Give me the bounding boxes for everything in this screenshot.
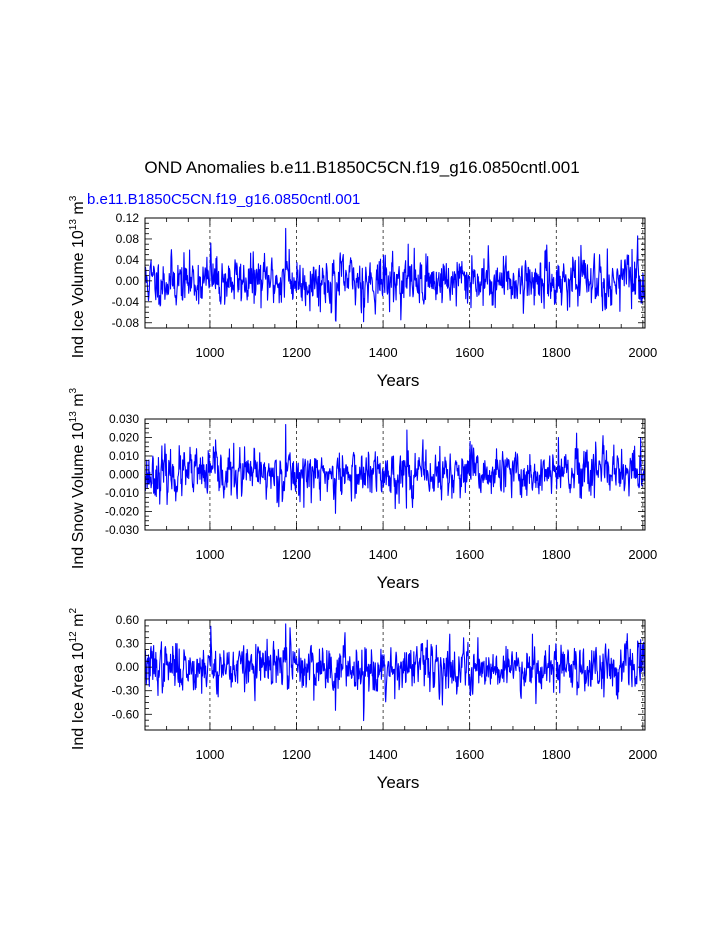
y-tick-label: -0.30	[112, 684, 140, 698]
plot-frame	[144, 217, 646, 329]
y-tick-label: 0.000	[109, 468, 139, 482]
x-tick-label: 1600	[455, 747, 484, 762]
y-tick-label: 0.04	[116, 253, 140, 267]
x-tick-label: 2000	[628, 547, 657, 562]
y-axis-label: Ind Ice Area 1012 m2	[68, 608, 87, 751]
x-tick-label: 1800	[542, 747, 571, 762]
y-axis-label: Ind Snow Volume 1013 m3	[68, 387, 87, 569]
y-tick-label: -0.04	[112, 295, 140, 309]
y-axis-label-unit-exponent: 3	[68, 195, 79, 201]
x-tick-label: 1000	[195, 747, 224, 762]
x-tick-label: 1800	[542, 547, 571, 562]
chart-panel-1: -0.08 -0.04 0.00 0.04 0.08 0.12 1000 1200 1400 16…	[68, 195, 657, 390]
y-axis-label-unit: m	[70, 393, 87, 411]
y-axis-label-main: Ind Ice Volume 10	[70, 230, 87, 358]
x-tick-label: 1600	[455, 345, 484, 360]
y-tick-label: 0.30	[116, 637, 140, 651]
legend-label: b.e11.B1850C5CN.f19_g16.0850cntl.001	[87, 191, 360, 208]
x-tick-label: 1800	[542, 345, 571, 360]
x-tick-label: 2000	[628, 747, 657, 762]
y-axis-label: Ind Ice Volume 1013 m3	[68, 195, 87, 358]
y-axis-label-unit-exponent: 3	[68, 387, 79, 393]
panels: -0.08 -0.04 0.00 0.04 0.08 0.12 1000 1200 1400 16…	[68, 195, 657, 792]
y-axis-label-unit-exponent: 2	[68, 608, 79, 614]
x-tick-label: 1200	[282, 345, 311, 360]
y-tick-label: -0.60	[112, 707, 140, 721]
series-line-1	[144, 623, 646, 722]
y-axis-label-exponent: 13	[68, 411, 79, 423]
y-tick-label: 0.020	[109, 431, 139, 445]
y-axis-label-main: Ind Snow Volume 10	[70, 422, 87, 569]
y-tick-label: -0.030	[105, 523, 139, 537]
series-line-1	[144, 423, 646, 514]
y-axis-label-unit: m	[70, 614, 87, 632]
chart-panel-3: -0.60 -0.30 0.00 0.30 0.60 1000 1200 1400 1600 18…	[68, 608, 657, 792]
y-tick-label: 0.00	[116, 660, 140, 674]
x-tick-label: 1600	[455, 547, 484, 562]
plot-frame	[144, 619, 646, 731]
x-tick-label: 1400	[369, 345, 398, 360]
y-axis-label-main: Ind Ice Area 10	[70, 642, 87, 750]
x-tick-label: 1000	[195, 547, 224, 562]
x-tick-label: 1400	[369, 747, 398, 762]
x-tick-label: 1400	[369, 547, 398, 562]
x-axis-label: Years	[377, 371, 420, 390]
figure-title: OND Anomalies b.e11.B1850C5CN.f19_g16.08…	[144, 158, 579, 177]
x-tick-label: 1000	[195, 345, 224, 360]
y-tick-label: -0.020	[105, 505, 139, 519]
y-axis-label-exponent: 12	[68, 631, 79, 643]
series-line-1	[144, 227, 646, 323]
y-axis-label-unit: m	[70, 201, 87, 219]
x-tick-label: 1200	[282, 547, 311, 562]
x-tick-label: 2000	[628, 345, 657, 360]
y-tick-label: -0.010	[105, 486, 139, 500]
y-axis-label-exponent: 13	[68, 219, 79, 231]
y-tick-label: 0.030	[109, 412, 139, 426]
y-tick-label: -0.08	[112, 316, 140, 330]
y-tick-label: 0.12	[116, 211, 140, 225]
chart-panel-2: -0.030 -0.020 -0.010 0.000 0.010 0.020 0.030 10…	[68, 387, 657, 592]
x-axis-label: Years	[377, 773, 420, 792]
x-tick-label: 1200	[282, 747, 311, 762]
y-tick-label: 0.60	[116, 613, 140, 627]
y-tick-label: 0.010	[109, 449, 139, 463]
x-axis-label: Years	[377, 573, 420, 592]
y-tick-label: 0.00	[116, 274, 140, 288]
y-tick-label: 0.08	[116, 232, 140, 246]
